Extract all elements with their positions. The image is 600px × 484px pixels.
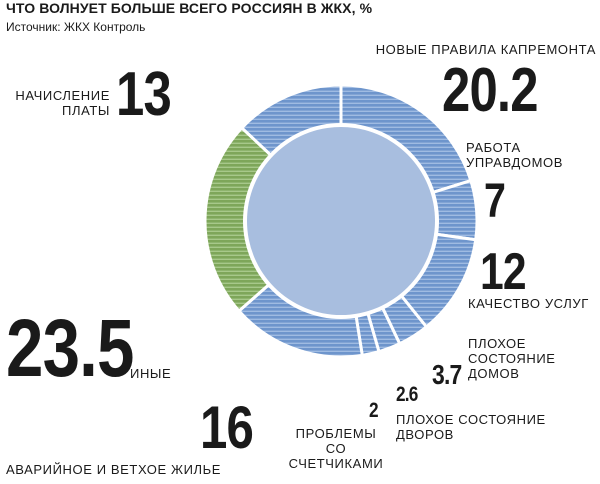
chart-source: Источник: ЖКХ Контроль bbox=[6, 20, 146, 34]
label-poor-houses: ПЛОХОЕ СОСТОЯНИЕ ДОМОВ bbox=[468, 336, 556, 381]
label-emergency-housing: АВАРИЙНОЕ И ВЕТХОЕ ЖИЛЬЕ bbox=[6, 462, 222, 477]
value-meters: 2 bbox=[369, 399, 379, 422]
value-service-quality: 12 bbox=[480, 243, 527, 301]
label-capital-repair: НОВЫЕ ПРАВИЛА КАПРЕМОНТА bbox=[375, 42, 596, 57]
value-billing: 13 bbox=[116, 60, 172, 129]
value-poor-houses: 3.7 bbox=[432, 359, 462, 390]
label-meters: ПРОБЛЕМЫ СО СЧЕТЧИКАМИ bbox=[288, 426, 384, 471]
value-poor-yards: 2.6 bbox=[396, 383, 418, 406]
chart-title: ЧТО ВОЛНУЕТ БОЛЬШЕ ВСЕГО РОССИЯН В ЖКХ, … bbox=[6, 0, 373, 16]
label-poor-yards: ПЛОХОЕ СОСТОЯНИЕ ДВОРОВ bbox=[396, 412, 546, 442]
value-other: 23.5 bbox=[6, 303, 134, 394]
value-emergency-housing: 16 bbox=[200, 394, 254, 461]
donut-center bbox=[247, 127, 435, 315]
label-house-managers: РАБОТА УПРАВДОМОВ bbox=[466, 140, 563, 170]
label-other: ИНЫЕ bbox=[130, 366, 172, 381]
value-capital-repair: 20.2 bbox=[442, 56, 538, 125]
label-billing: НАЧИСЛЕНИЕ ПЛАТЫ bbox=[15, 88, 110, 118]
label-service-quality: КАЧЕСТВО УСЛУГ bbox=[468, 296, 589, 311]
value-house-managers: 7 bbox=[484, 175, 506, 228]
